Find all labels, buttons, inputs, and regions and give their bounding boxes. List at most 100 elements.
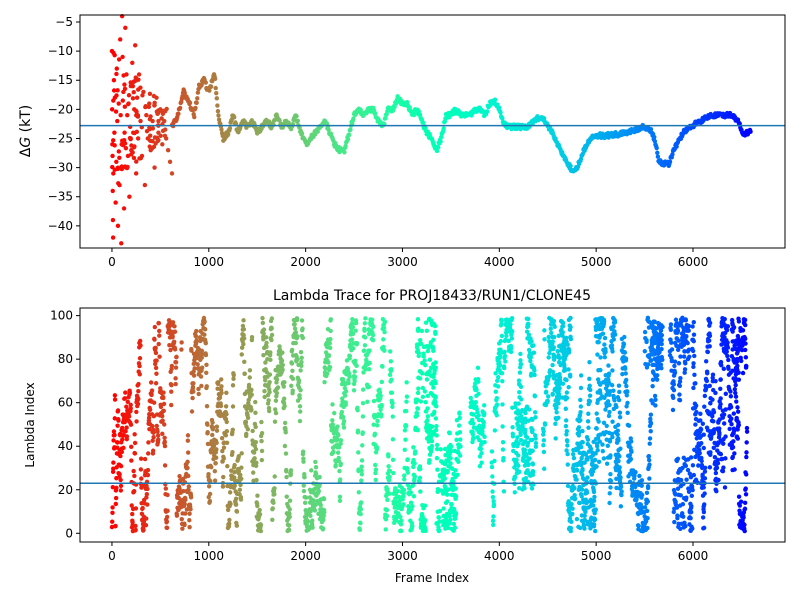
free-energy-point xyxy=(113,109,119,114)
lambda-point xyxy=(673,499,678,504)
lambda-point xyxy=(134,419,139,424)
lambda-point xyxy=(669,347,675,352)
lambda-point xyxy=(471,421,476,426)
lambda-point xyxy=(358,500,364,505)
lambda-point xyxy=(353,328,358,333)
lambda-point xyxy=(568,315,573,321)
lambda-point xyxy=(611,324,616,329)
lambda-point xyxy=(456,459,461,464)
lambda-point xyxy=(321,517,326,523)
lambda-point xyxy=(258,522,264,528)
lambda-point xyxy=(556,415,561,421)
lambda-point xyxy=(131,489,137,494)
lambda-point xyxy=(366,384,372,390)
lambda-point xyxy=(475,365,481,371)
lambda-point xyxy=(572,496,578,501)
lambda-point xyxy=(435,467,440,472)
lambda-point xyxy=(596,339,601,345)
lambda-point xyxy=(424,328,430,334)
lambda-point xyxy=(660,324,665,330)
lambda-point xyxy=(677,383,683,389)
lambda-point xyxy=(591,522,596,527)
lambda-point xyxy=(125,399,130,405)
lambda-point xyxy=(129,458,134,463)
lambda-point xyxy=(687,354,692,359)
lambda-point xyxy=(670,407,676,413)
lambda-point xyxy=(542,328,547,333)
lambda-point xyxy=(214,424,220,429)
x-tick-label: 2000 xyxy=(290,549,321,563)
lambda-point xyxy=(445,499,450,504)
lambda-point xyxy=(253,399,258,405)
free-energy-point xyxy=(110,188,115,194)
lambda-point xyxy=(242,371,247,376)
lambda-point xyxy=(150,448,156,453)
lambda-point xyxy=(144,492,150,497)
lambda-point xyxy=(645,516,650,521)
lambda-point xyxy=(580,472,585,477)
lambda-point xyxy=(330,418,335,423)
free-energy-point xyxy=(116,149,122,154)
lambda-point xyxy=(169,389,174,394)
lambda-point xyxy=(438,447,443,452)
lambda-point xyxy=(415,428,420,433)
lambda-point xyxy=(541,449,547,455)
lambda-point xyxy=(600,448,606,454)
lambda-point xyxy=(258,528,264,534)
lambda-point xyxy=(162,443,168,449)
lambda-point xyxy=(732,339,737,344)
lambda-point xyxy=(526,332,532,337)
lambda-point xyxy=(541,466,547,471)
free-energy-point xyxy=(122,141,128,146)
free-energy-point xyxy=(434,148,440,154)
lambda-point xyxy=(432,409,437,415)
lambda-point xyxy=(308,513,313,519)
free-energy-point xyxy=(162,133,168,139)
lambda-point xyxy=(233,502,239,507)
lambda-point xyxy=(219,436,225,441)
lambda-point xyxy=(328,317,334,322)
free-energy-point xyxy=(215,109,221,114)
lambda-point xyxy=(735,436,741,441)
lambda-point xyxy=(382,329,387,335)
lambda-point xyxy=(565,438,570,444)
lambda-point xyxy=(564,428,570,434)
lambda-point xyxy=(145,486,150,492)
lambda-point xyxy=(686,323,692,329)
lambda-point xyxy=(118,453,123,459)
lambda-point xyxy=(492,458,497,464)
lambda-point xyxy=(317,474,322,480)
free-energy-point xyxy=(144,128,150,134)
lambda-point xyxy=(386,454,391,459)
lambda-point xyxy=(358,511,363,517)
lambda-point xyxy=(701,485,706,490)
lambda-point xyxy=(528,358,533,364)
lambda-point xyxy=(225,463,230,469)
free-energy-point xyxy=(193,105,198,111)
lambda-point xyxy=(124,434,130,439)
lambda-point xyxy=(387,372,393,377)
lambda-point xyxy=(269,326,274,331)
lambda-point xyxy=(500,378,505,384)
lambda-point xyxy=(676,476,681,482)
lambda-point xyxy=(445,487,451,492)
lambda-point xyxy=(610,368,615,373)
lambda-point xyxy=(560,395,565,400)
free-energy-point xyxy=(148,138,153,143)
free-energy-point xyxy=(117,37,123,42)
lambda-point xyxy=(478,446,484,452)
lambda-point xyxy=(691,385,696,391)
lambda-point xyxy=(379,402,384,408)
lambda-point xyxy=(707,320,713,326)
lambda-point xyxy=(126,414,132,419)
lambda-point xyxy=(707,383,712,389)
free-energy-point xyxy=(128,136,133,141)
lambda-point xyxy=(356,490,362,495)
lambda-point xyxy=(330,422,335,427)
lambda-point xyxy=(626,423,632,428)
lambda-point xyxy=(244,431,249,437)
lambda-point xyxy=(718,377,723,382)
lambda-point xyxy=(246,382,252,388)
lambda-point xyxy=(273,398,279,403)
lambda-point xyxy=(703,384,709,390)
